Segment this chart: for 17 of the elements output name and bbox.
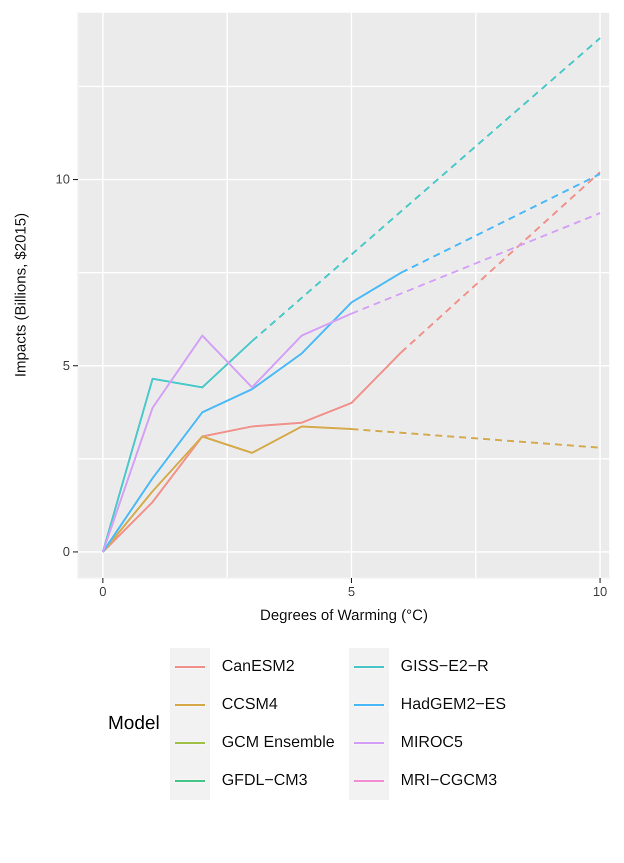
y-tick-label: 5	[62, 358, 70, 373]
x-tick-label: 5	[348, 584, 356, 599]
y-axis-title: Impacts (Billions, $2015)	[12, 212, 30, 378]
legend-label: HadGEM2−ES	[400, 696, 506, 714]
y-tick-label: 0	[62, 544, 70, 559]
x-tick-label: 10	[592, 584, 608, 599]
x-axis-title: Degrees of Warming (°C)	[260, 607, 428, 624]
x-tick-label: 0	[99, 584, 106, 599]
y-tick-label: 10	[56, 172, 70, 187]
legend-label: GISS−E2−R	[400, 658, 489, 676]
legend-title: Model	[108, 713, 160, 735]
legend-label: CCSM4	[222, 696, 278, 714]
legend-label: CanESM2	[222, 658, 295, 676]
legend-label: GFDL−CM3	[222, 772, 308, 790]
legend-label: MRI−CGCM3	[400, 772, 498, 790]
legend-label: MIROC5	[400, 734, 463, 752]
legend-label: GCM Ensemble	[222, 734, 335, 752]
